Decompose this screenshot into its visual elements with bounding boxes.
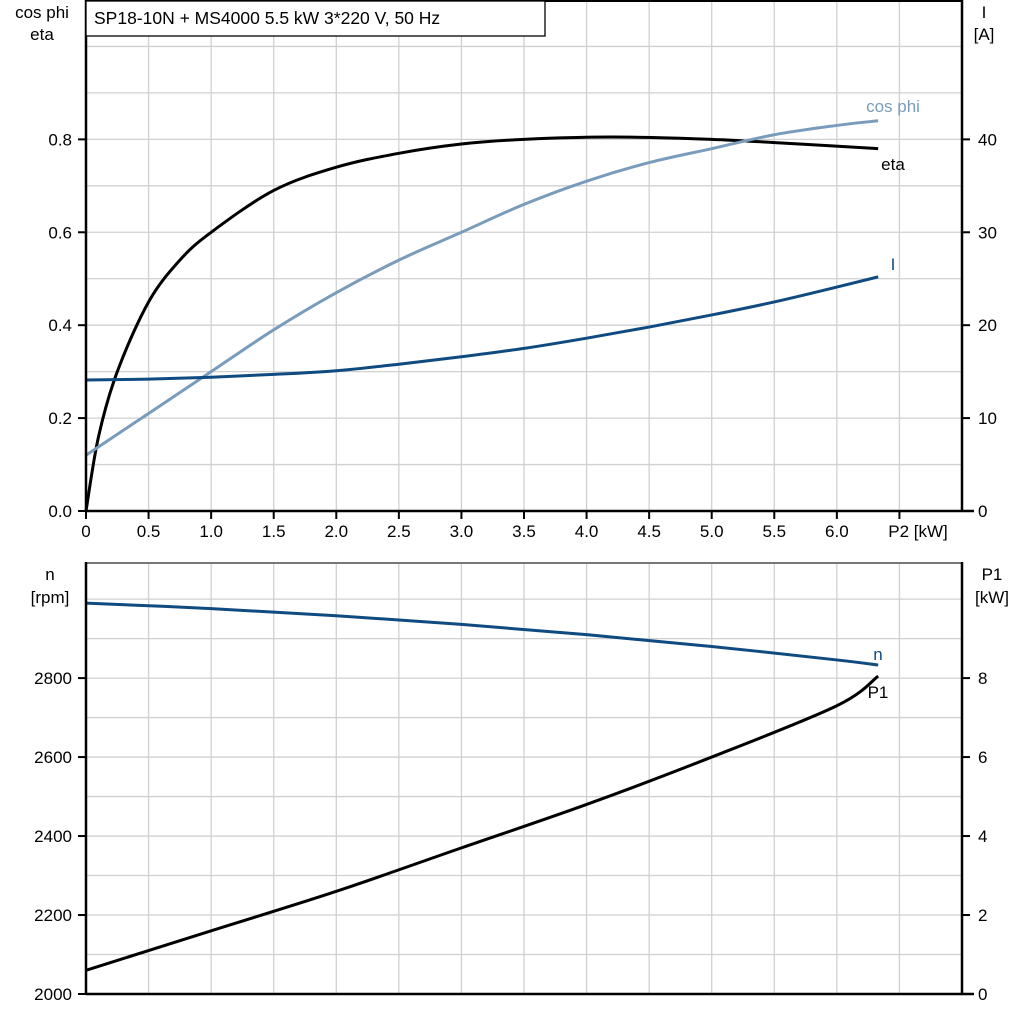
series-line-P1 [85, 674, 880, 972]
series-label-I: I [891, 255, 896, 274]
top-left-axis-label-2: eta [30, 25, 54, 44]
y-right-tick-label: 0 [978, 502, 987, 521]
bottom-left-axis-label-1: n [45, 565, 54, 584]
x-axis-label: P2 [kW] [888, 522, 948, 541]
y-left-tick-label: 2400 [34, 827, 72, 846]
y-right-tick-label: 10 [978, 409, 997, 428]
y-right-tick-label: 4 [978, 827, 987, 846]
y-right-tick-label: 8 [978, 669, 987, 688]
x-tick-label: 3.5 [512, 522, 536, 541]
series-line-n [85, 601, 879, 667]
bottom-right-axis-label-2: [kW] [975, 588, 1009, 607]
y-left-tick-label: 0.8 [48, 130, 72, 149]
x-tick-label: 1.5 [262, 522, 286, 541]
y-left-tick-label: 0.4 [48, 316, 72, 335]
series-label-n: n [873, 645, 882, 664]
series-label-P1: P1 [868, 683, 889, 702]
x-tick-label: 0.5 [137, 522, 161, 541]
y-left-tick-label: 2600 [34, 748, 72, 767]
x-tick-label: 0 [81, 522, 90, 541]
y-left-tick-label: 2200 [34, 906, 72, 925]
title-box [85, 0, 546, 37]
x-tick-label: 5.0 [700, 522, 724, 541]
y-right-tick-label: 0 [978, 985, 987, 1004]
x-tick-label: 4.5 [637, 522, 661, 541]
y-right-tick-label: 2 [978, 906, 987, 925]
top-right-axis-label-2: [A] [974, 25, 995, 44]
bottom-right-axis-label-1: P1 [982, 565, 1003, 584]
y-right-tick-label: 40 [978, 130, 997, 149]
series-label-eta: eta [881, 155, 905, 174]
y-left-tick-label: 0.2 [48, 409, 72, 428]
series-label-cos-phi: cos phi [866, 97, 920, 116]
x-tick-label: 6.0 [825, 522, 849, 541]
y-right-tick-label: 20 [978, 316, 997, 335]
bottom-left-axis-label-2: [rpm] [31, 588, 70, 607]
y-left-tick-label: 2800 [34, 669, 72, 688]
series-line-cos-phi [85, 119, 879, 457]
x-tick-label: 1.0 [199, 522, 223, 541]
series-line-I [85, 275, 879, 382]
y-right-tick-label: 6 [978, 748, 987, 767]
x-tick-label: 2.5 [387, 522, 411, 541]
x-tick-label: 4.0 [575, 522, 599, 541]
x-tick-label: 2.0 [324, 522, 348, 541]
y-right-tick-label: 30 [978, 223, 997, 242]
x-tick-label: 5.5 [762, 522, 786, 541]
y-left-tick-label: 0.0 [48, 502, 72, 521]
y-left-tick-label: 0.6 [48, 223, 72, 242]
x-tick-label: 3.0 [450, 522, 474, 541]
top-left-axis-label-1: cos phi [15, 3, 69, 22]
chart-title: SP18-10N + MS4000 5.5 kW 3*220 V, 50 Hz [94, 8, 440, 28]
y-left-tick-label: 2000 [34, 985, 72, 1004]
top-right-axis-label-1: I [982, 3, 987, 22]
series-line-eta [84, 135, 879, 512]
